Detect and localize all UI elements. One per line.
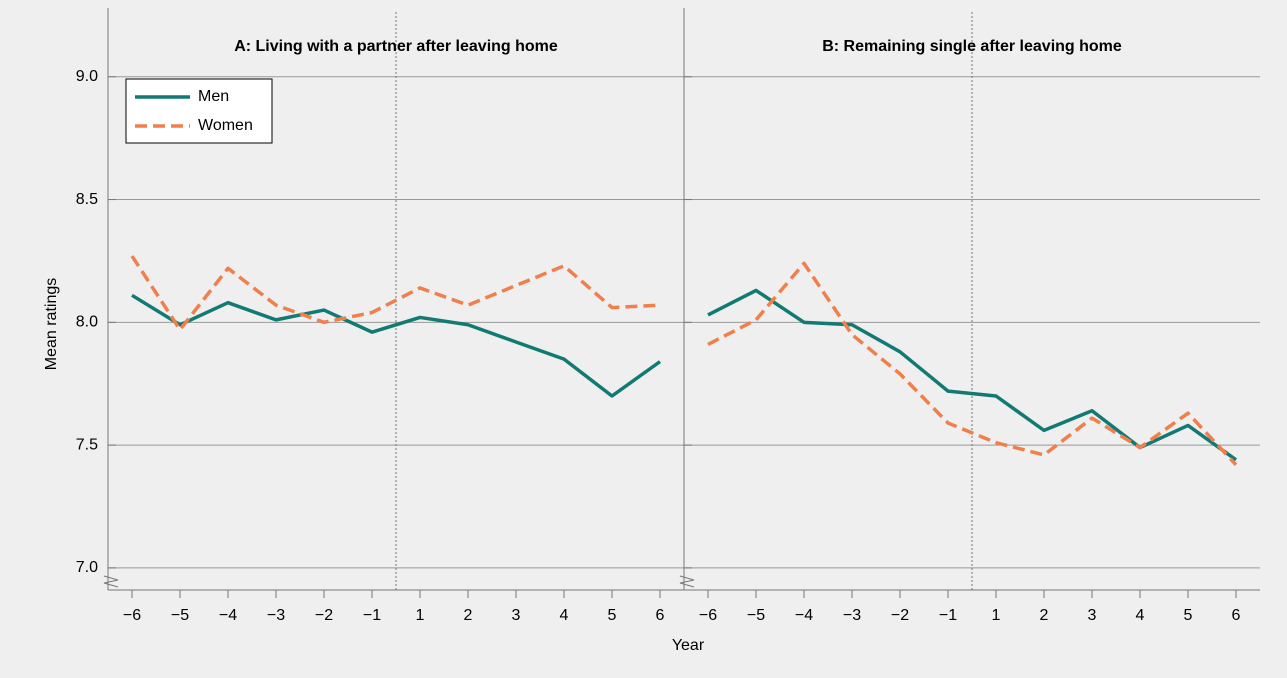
y-tick-label: 8.5 [76, 191, 98, 208]
series-line [130, 255, 661, 332]
legend-box [125, 78, 273, 144]
x-tick-label: 5 [608, 607, 617, 624]
x-tick-label: 2 [1040, 607, 1049, 624]
panel-title: A: Living with a partner after leaving h… [234, 38, 558, 55]
legend-label: Men [198, 88, 229, 105]
axis-break [679, 575, 695, 588]
legend-label: Women [198, 117, 253, 134]
x-tick-label: −4 [795, 607, 813, 624]
x-tick-label: −4 [219, 607, 237, 624]
y-tick-label: 7.0 [76, 559, 98, 576]
y-tick-label: 8.0 [76, 314, 98, 331]
x-tick-label: −5 [171, 607, 189, 624]
x-tick-label: 3 [512, 607, 521, 624]
x-tick-label: −2 [315, 607, 333, 624]
x-tick-label: −1 [363, 607, 381, 624]
x-tick-label: −1 [939, 607, 957, 624]
x-tick-label: −6 [699, 607, 717, 624]
x-axis-label: Year [672, 637, 705, 654]
x-tick-label: 5 [1184, 607, 1193, 624]
x-tick-label: −2 [891, 607, 909, 624]
series-line [131, 293, 662, 398]
series-line [707, 288, 1238, 462]
x-tick-label: 6 [656, 607, 665, 624]
x-tick-label: −6 [123, 607, 141, 624]
x-tick-label: 1 [992, 607, 1001, 624]
y-axis-label: Mean ratings [43, 278, 60, 371]
x-tick-label: −3 [843, 607, 861, 624]
series-line [707, 261, 1238, 466]
axis-break [103, 575, 119, 588]
y-tick-label: 7.5 [76, 436, 98, 453]
x-tick-label: 1 [416, 607, 425, 624]
x-tick-label: 6 [1232, 607, 1241, 624]
x-tick-label: 3 [1088, 607, 1097, 624]
x-tick-label: −5 [747, 607, 765, 624]
x-tick-label: 4 [1136, 607, 1145, 624]
x-tick-label: −3 [267, 607, 285, 624]
y-tick-label: 9.0 [76, 68, 98, 85]
x-tick-label: 4 [560, 607, 569, 624]
panel-title: B: Remaining single after leaving home [822, 38, 1122, 55]
x-tick-label: 2 [464, 607, 473, 624]
